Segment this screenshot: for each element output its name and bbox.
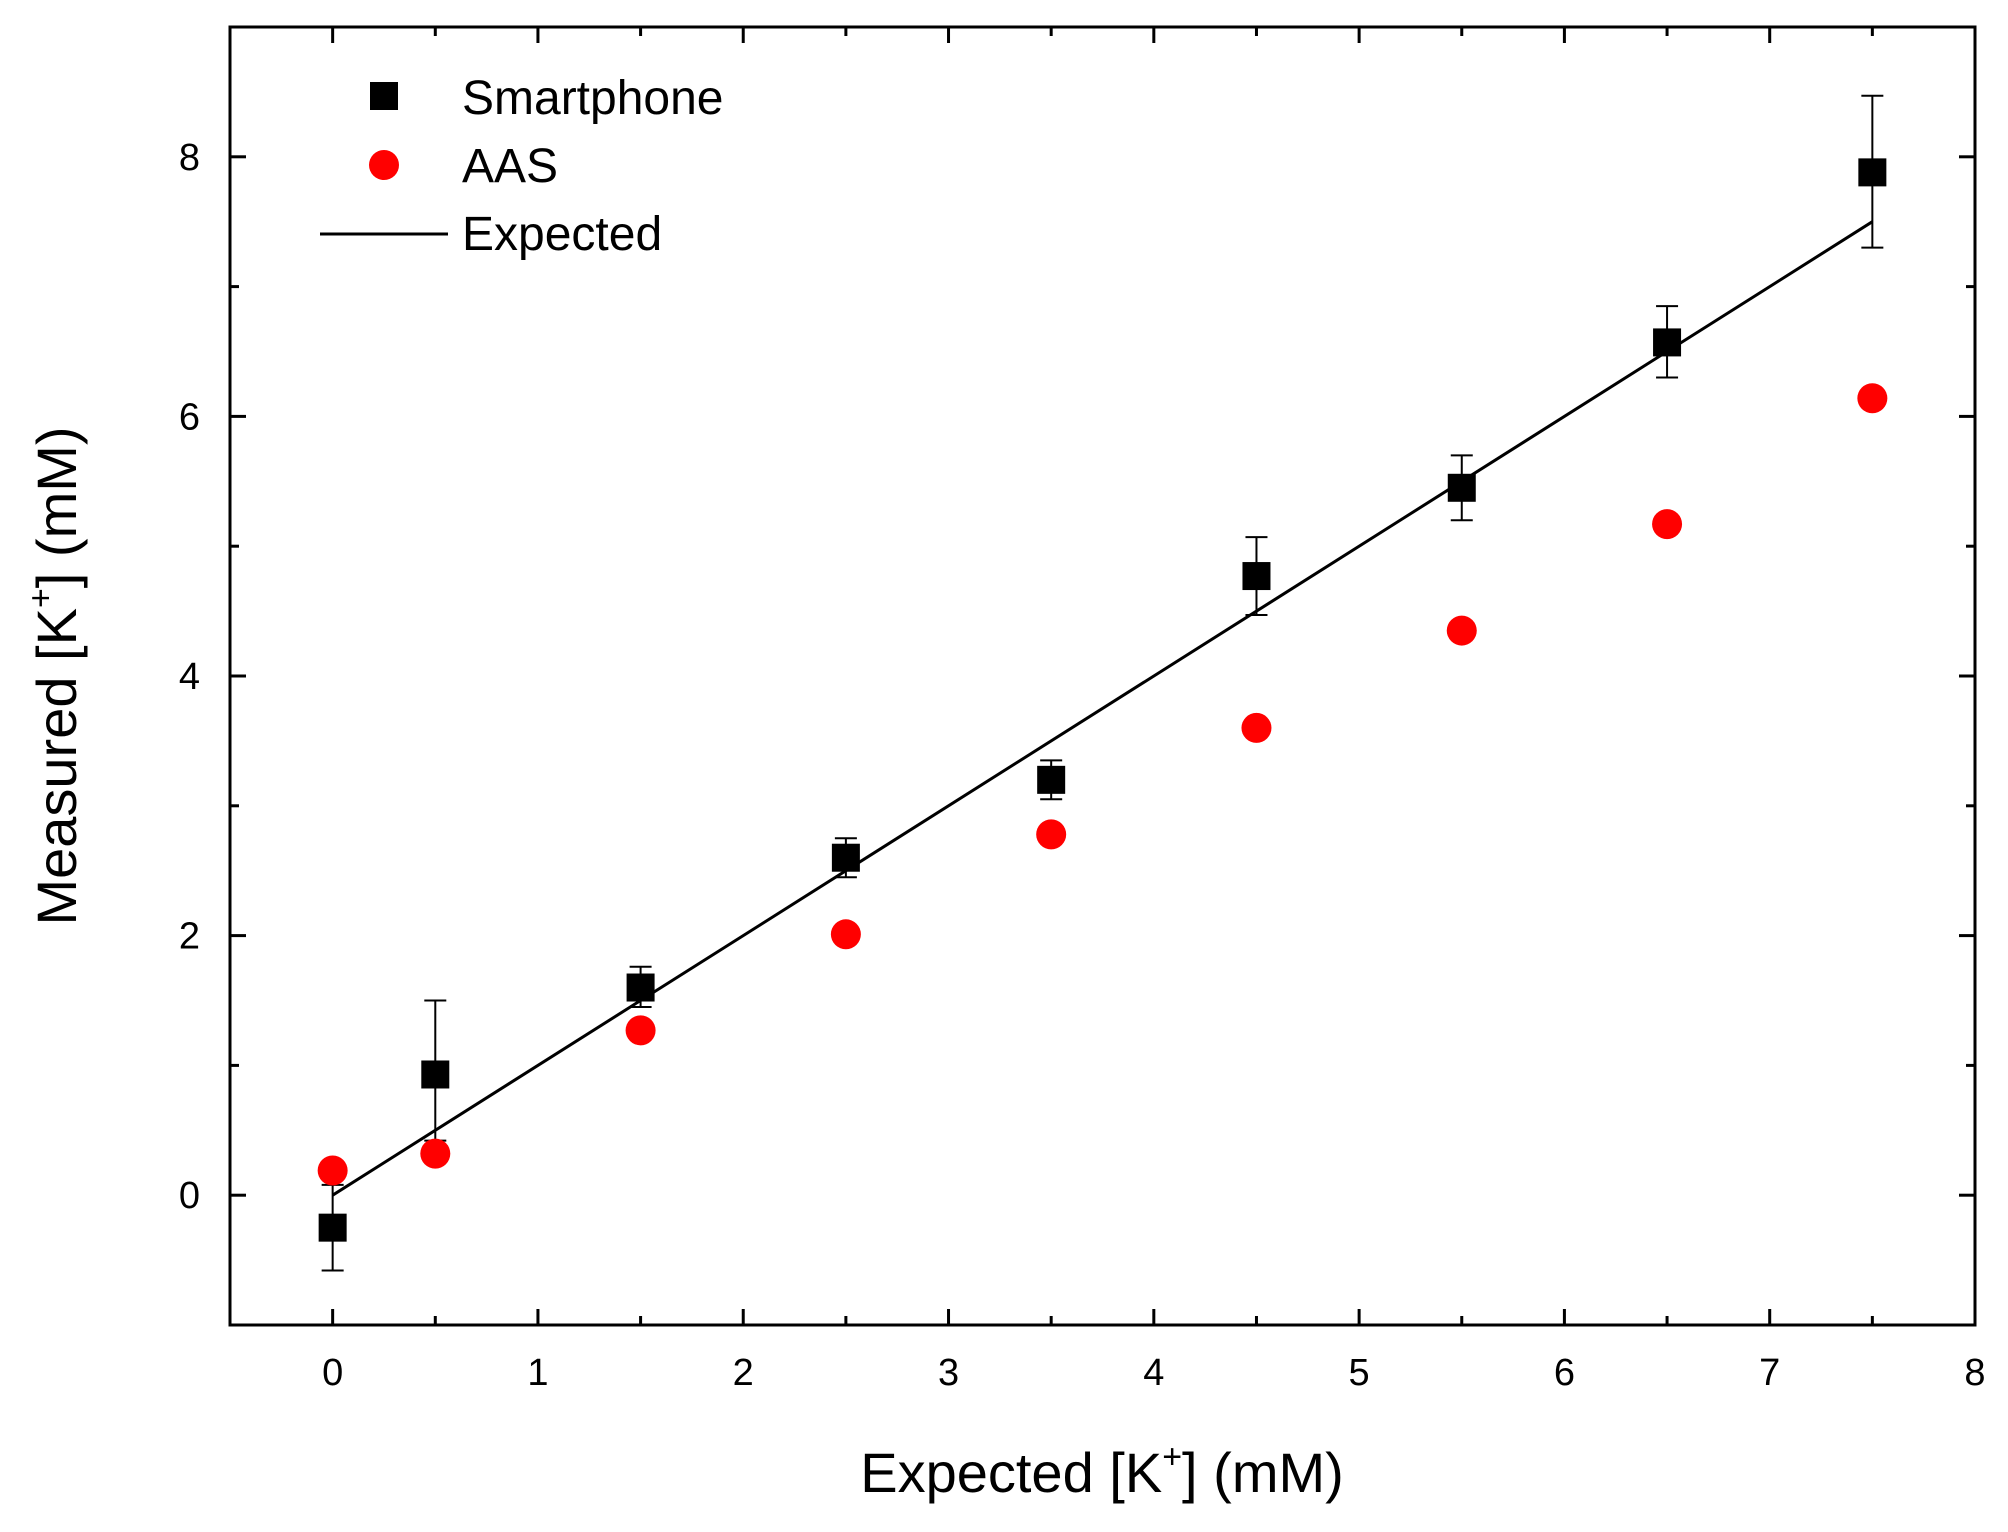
legend-smartphone-marker bbox=[370, 82, 398, 110]
aas-point bbox=[1241, 712, 1272, 743]
aas-point bbox=[1446, 615, 1477, 646]
x-tick-label: 1 bbox=[527, 1352, 548, 1394]
aas-point bbox=[1036, 819, 1067, 850]
aas-point bbox=[1652, 509, 1683, 540]
aas-point bbox=[1857, 383, 1888, 414]
error-bars-layer bbox=[321, 94, 1884, 1272]
legend: Smartphone AAS Expected bbox=[320, 72, 724, 261]
x-axis-title-post: ] (mM) bbox=[1182, 1441, 1344, 1504]
x-tick-label: 0 bbox=[322, 1352, 343, 1394]
x-axis-title: Expected [K+] (mM) bbox=[860, 1438, 1344, 1504]
y-axis-title: Measured [K+] (mM) bbox=[22, 426, 88, 925]
x-tick-label: 8 bbox=[1964, 1352, 1985, 1394]
x-axis-title-sup: + bbox=[1162, 1438, 1182, 1476]
aas-point bbox=[625, 1015, 656, 1046]
smartphone-point bbox=[1858, 158, 1887, 187]
x-tick-label: 7 bbox=[1759, 1352, 1780, 1394]
expected-line-layer bbox=[331, 220, 1874, 1197]
x-tick-label: 3 bbox=[938, 1352, 959, 1394]
legend-smartphone-label: Smartphone bbox=[462, 72, 724, 125]
x-tick-label: 4 bbox=[1143, 1352, 1164, 1394]
x-tick-label: 2 bbox=[733, 1352, 754, 1394]
smartphone-point bbox=[1653, 328, 1682, 357]
y-axis-title-post: ] (mM) bbox=[25, 426, 88, 588]
legend-aas-marker bbox=[369, 150, 399, 180]
y-tick-label: 0 bbox=[179, 1175, 200, 1217]
aas-point bbox=[830, 919, 861, 950]
aas-points-layer bbox=[317, 383, 1888, 1186]
y-tick-label: 4 bbox=[179, 656, 200, 698]
smartphone-point bbox=[626, 973, 655, 1002]
smartphone-point bbox=[318, 1213, 347, 1242]
smartphone-point bbox=[831, 843, 860, 872]
y-tick-label: 2 bbox=[179, 916, 200, 958]
x-tick-label: 5 bbox=[1349, 1352, 1370, 1394]
legend-expected-label: Expected bbox=[462, 208, 662, 261]
aas-point bbox=[317, 1155, 348, 1186]
smartphone-point bbox=[1447, 473, 1476, 502]
legend-aas-label: AAS bbox=[462, 140, 558, 193]
y-tick-label: 8 bbox=[179, 137, 200, 179]
x-axis-title-pre: Expected [K bbox=[860, 1441, 1162, 1504]
ticks-layer: 0 1 2 3 4 5 6 7 8 0 2 4 6 8 bbox=[179, 25, 1986, 1394]
smartphone-point bbox=[1037, 765, 1066, 794]
smartphone-point bbox=[421, 1060, 450, 1089]
aas-point bbox=[420, 1138, 451, 1169]
expected-line bbox=[331, 220, 1874, 1197]
y-axis-title-sup: + bbox=[22, 588, 60, 608]
x-tick-label: 6 bbox=[1554, 1352, 1575, 1394]
y-axis-title-pre: Measured [K bbox=[25, 608, 88, 926]
y-tick-label: 6 bbox=[179, 396, 200, 438]
smartphone-points-layer bbox=[318, 158, 1887, 1242]
smartphone-point bbox=[1242, 562, 1271, 591]
